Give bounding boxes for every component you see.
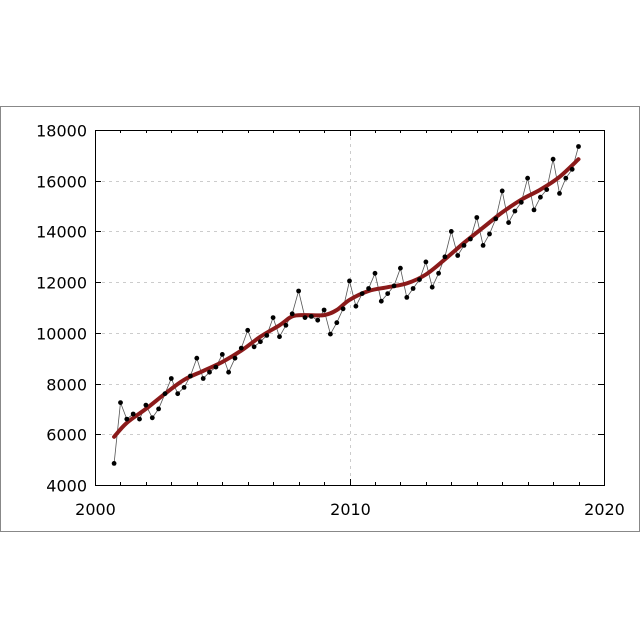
data-point [156,406,162,412]
data-point [238,345,244,351]
data-point [334,320,340,326]
data-point [461,243,467,248]
data-point [442,254,448,260]
data-point [328,331,333,337]
data-point [251,344,257,350]
data-point [410,286,416,291]
y-tick-label: 14000 [36,223,87,242]
data-point [544,187,550,193]
data-point [353,303,359,309]
data-point [270,315,276,320]
data-point [188,373,193,379]
data-point [264,333,270,338]
x-tick-label: 2000 [75,500,116,519]
data-point [277,334,282,340]
data-point [525,175,530,181]
data-point [118,400,123,405]
data-point [531,207,537,213]
y-axis-tick-labels: 4000 6000 8000 10000 12000 14000 16000 18000 [36,122,87,496]
data-point [315,317,321,323]
data-point [423,259,429,265]
data-point [493,216,499,222]
data-point [391,283,397,289]
y-tick-label: 4000 [46,477,87,496]
data-point [232,355,238,361]
data-point [124,416,130,422]
y-tick-label: 18000 [36,122,87,141]
data-point [175,391,181,397]
data-point [385,291,391,296]
data-point [512,208,518,214]
x-tick-label: 2010 [330,500,371,519]
data-point [130,411,136,417]
data-point [258,339,263,345]
data-point [448,229,454,234]
y-tick-label: 12000 [36,274,87,293]
x-axis-tick-labels: 2000 2010 2020 [75,500,625,519]
data-point [219,352,225,357]
data-point [429,284,435,290]
plot-area [95,130,605,486]
data-point [487,231,492,237]
observation-line [113,146,579,464]
data-point [200,376,206,381]
data-point [181,385,187,390]
data-point [372,270,378,276]
data-point [550,156,556,162]
data-point [576,144,581,149]
data-point [302,315,308,320]
data-point [569,166,575,172]
data-point [417,277,422,282]
data-point [359,291,365,296]
data-point [499,188,505,194]
axis-ticks [95,130,605,486]
data-point [398,265,403,271]
data-point [474,215,480,220]
data-point [213,364,219,370]
data-point [308,314,314,319]
data-point [468,236,473,242]
series-layer [111,144,581,466]
data-point [436,270,441,276]
data-point [296,288,301,294]
x-tick-label: 2020 [584,500,625,519]
data-point [137,416,142,422]
data-point [162,391,168,397]
data-point [480,243,486,248]
data-point [563,175,569,181]
data-point [455,253,461,258]
data-point [347,278,352,284]
y-tick-label: 16000 [36,173,87,192]
data-point [207,369,212,375]
data-point [366,286,371,291]
y-tick-label: 10000 [36,325,87,344]
data-point [149,415,155,421]
data-point [538,194,543,200]
data-point [245,327,251,333]
data-point [378,298,384,304]
data-point [518,199,524,205]
data-point [111,461,117,466]
data-point [283,322,289,328]
data-point [168,376,174,381]
data-point [194,355,200,361]
data-point [340,306,346,312]
data-point [506,220,511,226]
data-point [289,311,295,317]
y-tick-label: 8000 [46,376,87,395]
data-point [321,307,327,313]
data-point [557,191,562,196]
y-tick-label: 6000 [46,426,87,445]
data-point [143,402,149,408]
figure-border [0,106,640,532]
data-point [404,295,410,300]
data-point [226,369,232,375]
